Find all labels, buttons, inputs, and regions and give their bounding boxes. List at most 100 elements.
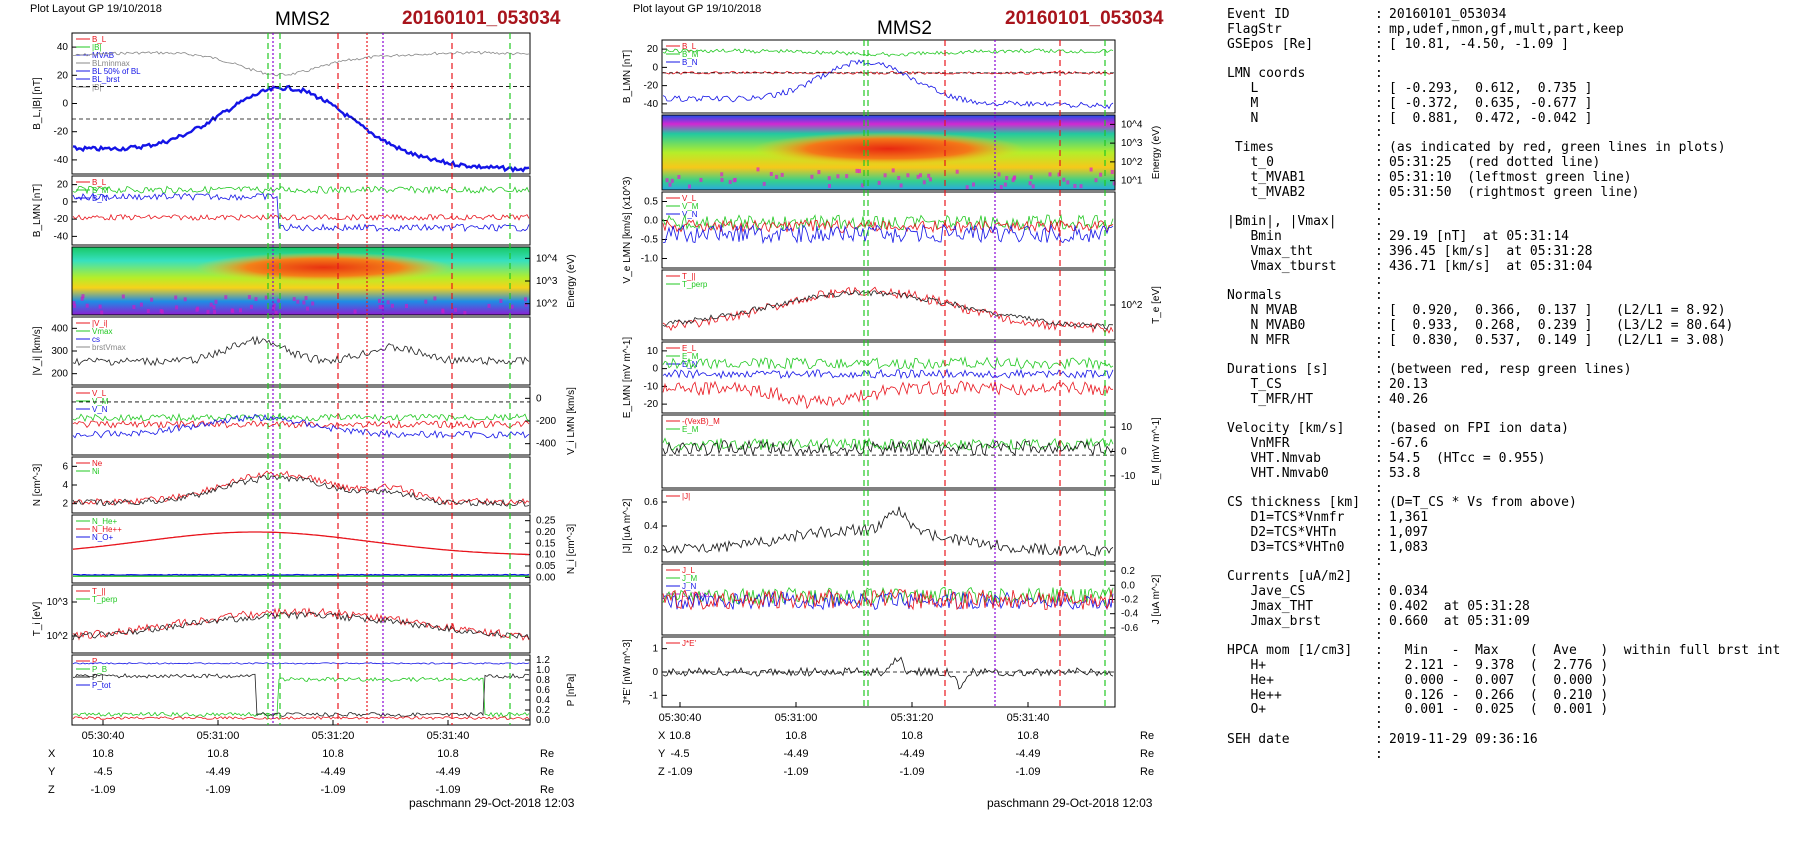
- x-tick-label: 05:31:20: [891, 712, 934, 724]
- panel-frame: [71, 316, 531, 386]
- info-row: T_CS:20.13: [1227, 377, 1799, 393]
- info-colon: :: [1375, 21, 1383, 37]
- info-colon: :: [1375, 480, 1383, 496]
- info-row: N MVAB0: [ 0.933, 0.268, 0.239 ] (L3/L2 =…: [1227, 318, 1799, 334]
- right-footer: paschmann 29-Oct-2018 12:03: [987, 796, 1153, 810]
- info-colon: :: [1375, 214, 1383, 230]
- position-row-value: -1.09: [667, 766, 692, 778]
- info-colon: :: [1375, 450, 1383, 466]
- info-value: [ 0.881, 0.472, -0.042 ]: [1389, 110, 1593, 126]
- legend-entry: B_L: [92, 178, 107, 187]
- panel-3: 10^4 10^3 10^2 Energy (eV): [71, 246, 577, 316]
- legend-entry: P: [92, 657, 97, 666]
- y-tick-label: 1.2: [536, 655, 550, 666]
- legend-entry: brstVmax: [92, 343, 126, 352]
- info-row: VHT.Nmvab0:53.8: [1227, 466, 1799, 482]
- info-row: Durations [s]: (between red, resp green l…: [1227, 362, 1799, 378]
- spectrogram-noise: [877, 180, 881, 185]
- panel-7: 0.6 0.4 0.2 |J| [uA m^-2] |J|: [622, 489, 1116, 563]
- right-figure: 20 0 -20 -40 B_LMN [nT] B_LB_MB_N 10^4 10^3 10^2…: [622, 39, 1162, 778]
- info-row: :: [1227, 747, 1799, 763]
- spectrogram-noise: [264, 295, 268, 300]
- info-value: (based on FPI ion data): [1389, 421, 1570, 437]
- info-row: Normals:: [1227, 288, 1799, 304]
- spectrogram-noise: [277, 298, 281, 303]
- spectrogram-noise: [196, 306, 200, 311]
- info-colon: :: [1375, 598, 1383, 614]
- info-colon: :: [1375, 717, 1383, 733]
- position-row-value: -4.5: [94, 766, 113, 778]
- position-row-name: X: [658, 730, 666, 742]
- info-value: 05:31:25 (red dotted line): [1389, 154, 1601, 170]
- info-key: Normals: [1227, 288, 1282, 304]
- spectrogram-noise: [239, 308, 242, 313]
- info-value: Min - Max ( Ave ) within full brst int: [1389, 643, 1781, 659]
- legend-entry: |J|: [682, 492, 690, 501]
- info-key: M: [1227, 95, 1259, 111]
- spectrogram-noise: [927, 173, 931, 178]
- spectrogram-noise: [81, 294, 85, 299]
- y-axis-label: T_i [eV]: [32, 602, 43, 637]
- info-colon: :: [1375, 184, 1383, 200]
- panel-8: 10^3 10^2 T_i [eV] T_||T_perp: [32, 584, 531, 654]
- y-tick-label: -20: [54, 214, 69, 225]
- info-value: 29.19 [nT] at 05:31:14: [1389, 228, 1570, 244]
- panel-5: 0 -200 -400 V_i LMN [km/s] V_LV_MV_N: [71, 386, 577, 456]
- spectrogram-noise: [965, 185, 969, 190]
- info-colon: :: [1375, 258, 1383, 274]
- y-tick-label: -0.2: [1121, 595, 1139, 606]
- x-tick-label: 05:31:20: [312, 730, 355, 742]
- y-tick-label: -0.6: [1121, 623, 1139, 634]
- spectrogram-noise: [906, 173, 910, 178]
- spectrogram-noise: [1112, 181, 1116, 186]
- trace-line: [72, 475, 530, 507]
- legend-entry: V_M: [92, 397, 109, 406]
- trace-line: [72, 673, 530, 718]
- spectrogram-noise: [121, 294, 125, 299]
- trace-line: [662, 506, 1114, 557]
- position-row-value: -1.09: [435, 784, 460, 796]
- info-row: Velocity [km/s]: (based on FPI ion data): [1227, 421, 1799, 437]
- spectrogram-noise: [720, 177, 724, 182]
- spectrogram-noise: [919, 173, 922, 178]
- panel-frame: [661, 489, 1116, 563]
- position-row-unit: Re: [540, 748, 554, 760]
- legend-entry: T_||: [682, 272, 696, 281]
- y-tick-label: 0: [62, 197, 68, 208]
- info-value: [ -0.372, 0.635, -0.677 ]: [1389, 95, 1593, 111]
- spectrogram-noise: [1066, 180, 1070, 185]
- y-axis-label: N_i [cm^-3]: [566, 524, 577, 574]
- trace-line: [72, 607, 530, 641]
- info-key: Event ID: [1227, 7, 1290, 22]
- trace-line: [72, 213, 530, 221]
- spectrogram-noise: [386, 300, 390, 305]
- info-colon: :: [1375, 80, 1383, 96]
- spectrogram-noise: [100, 310, 104, 315]
- y-tick-label: -20: [644, 81, 659, 92]
- info-colon: :: [1375, 169, 1383, 185]
- legend-entry: P_i: [92, 673, 104, 682]
- spectrogram-noise: [212, 305, 216, 310]
- trace-line: [72, 531, 530, 556]
- y-axis-label: B_L,|B| [nT]: [32, 77, 43, 130]
- info-colon: :: [1375, 732, 1383, 748]
- trace-line: [662, 586, 1114, 605]
- spectrogram-noise: [249, 304, 253, 309]
- panel-8: 0.20.0-0.2-0.4-0.6J [uA m^-2]J_LJ_MJ_NJ_…: [661, 563, 1162, 636]
- spectrogram-noise: [214, 299, 218, 304]
- info-key: Bmin: [1227, 228, 1282, 244]
- spectrogram-noise: [699, 177, 703, 182]
- spectrogram-noise: [454, 307, 457, 312]
- spectrogram-noise: [72, 301, 76, 306]
- panel-5: 100-10-20E_LMN [mV m^-1] E_LE_ME_N: [622, 337, 1116, 418]
- spectrogram-noise: [899, 183, 903, 188]
- position-row-value: 10.8: [207, 748, 228, 760]
- y-tick-label: 0.15: [536, 538, 556, 549]
- panel-3: 0.50.0-0.5-1.0V_e LMN [km/s] (x10^3) V_LV…: [622, 177, 1116, 283]
- info-value: 1,083: [1389, 539, 1429, 555]
- y-tick-label: 10^3: [1121, 138, 1143, 149]
- trace-line: [662, 59, 1114, 110]
- x-tick-label: 05:31:00: [775, 712, 818, 724]
- spectrogram-noise: [424, 299, 428, 304]
- info-value: 0.402 at 05:31:28: [1389, 598, 1530, 614]
